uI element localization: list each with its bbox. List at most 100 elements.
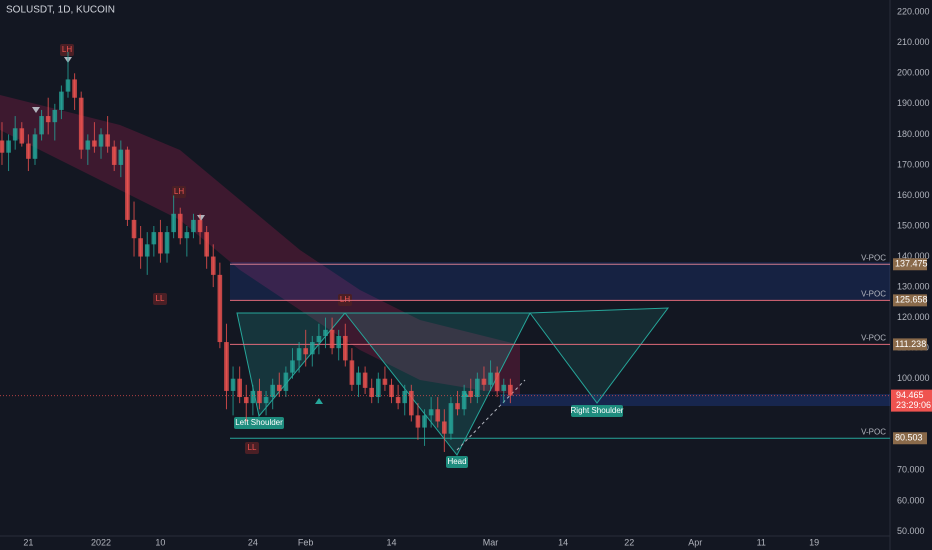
candle-body: [98, 134, 104, 147]
candle-body: [78, 97, 84, 150]
level-label: 125.658: [895, 295, 928, 305]
x-tick-label: 14: [558, 537, 568, 547]
candle-body: [171, 213, 176, 233]
candle-body: [138, 238, 143, 257]
candle-body: [0, 140, 5, 153]
candle-body: [276, 384, 282, 391]
candle-body: [72, 79, 77, 98]
arrow: [315, 398, 323, 404]
candle-body: [210, 256, 216, 275]
x-tick-label: Apr: [688, 537, 702, 547]
moving-average-band: [0, 95, 520, 395]
candle-body: [342, 335, 348, 361]
y-tick-label: 100.000: [897, 373, 930, 383]
level-label-bg: [893, 338, 927, 351]
arrow: [197, 215, 205, 221]
candle-body: [230, 378, 236, 391]
y-tick-label: 70.000: [897, 465, 925, 475]
x-tick-label: 14: [387, 537, 397, 547]
candle-body: [415, 415, 421, 428]
candle-body: [376, 378, 381, 398]
level-label-bg: [893, 432, 927, 445]
tag-bg: [245, 442, 259, 454]
candle-body: [303, 348, 309, 355]
candle-body: [395, 397, 401, 404]
tag: Left Shoulder: [235, 418, 283, 427]
y-tick-label: 60.000: [897, 495, 925, 505]
y-tick-label: 120.000: [897, 312, 930, 322]
candle-body: [455, 403, 460, 410]
candle-body: [369, 387, 375, 398]
candle-body: [362, 372, 368, 388]
y-tick-label: 220.000: [897, 7, 930, 17]
tag: LL: [248, 443, 257, 452]
candle-body: [290, 360, 295, 373]
candle-body: [409, 390, 414, 416]
level-label: 137.475: [895, 259, 928, 269]
candle-body: [448, 403, 454, 434]
tag-bg: [172, 186, 186, 198]
x-tick-label: 19: [809, 537, 819, 547]
tag: LL: [156, 294, 165, 303]
y-tick-label: 130.000: [897, 281, 930, 291]
level-label: 80.503: [895, 433, 923, 443]
level-label-bg: [893, 258, 927, 271]
tag: LH: [62, 45, 72, 54]
x-tick-label: 2022: [91, 537, 111, 547]
pattern-right: [529, 307, 670, 404]
zone: [230, 262, 890, 300]
y-tick-label: 140.000: [897, 251, 930, 261]
candle-body: [250, 390, 256, 404]
countdown: 23:29:06: [896, 400, 931, 410]
candle-body: [508, 384, 513, 396]
candle-body: [204, 232, 209, 257]
candle-body: [237, 378, 242, 398]
candle-body: [263, 397, 269, 404]
candle-body: [184, 232, 190, 239]
candle-body: [283, 372, 289, 391]
y-tick-label: 210.000: [897, 37, 930, 47]
candle-body: [323, 329, 328, 336]
x-tick-label: 21: [23, 537, 33, 547]
y-tick-label: 170.000: [897, 159, 930, 169]
candle-body: [428, 409, 434, 416]
candle-body: [501, 384, 507, 391]
y-tick-label: 200.000: [897, 68, 930, 78]
y-tick-label: 180.000: [897, 129, 930, 139]
arrow: [32, 107, 40, 113]
candle-body: [382, 378, 388, 385]
trend-line: [456, 379, 526, 451]
level-label: 111.238: [895, 339, 926, 349]
tag-bg: [153, 293, 167, 305]
level-tag: V-POC: [861, 427, 886, 436]
candle-body: [177, 213, 183, 239]
tag: LH: [174, 187, 184, 196]
chart-title: SOLUSDT, 1D, KUCOIN: [6, 5, 115, 16]
candle-body: [475, 378, 480, 398]
x-tick-label: 24: [248, 537, 258, 547]
candle-body: [26, 143, 31, 159]
y-tick-label: 190.000: [897, 98, 930, 108]
x-tick-label: 11: [757, 537, 766, 547]
tag: LH: [340, 295, 350, 304]
candle-body: [217, 274, 223, 343]
candle-body: [85, 140, 91, 150]
candle-body: [131, 219, 137, 239]
x-tick-label: Feb: [298, 537, 314, 547]
candle-body: [158, 232, 163, 254]
candle-body: [488, 372, 493, 385]
price-axis-bg: [890, 0, 932, 550]
candle-body: [164, 232, 170, 254]
candle-body: [224, 342, 229, 391]
candle-body: [111, 146, 117, 165]
candle-body: [270, 384, 275, 398]
candle-body: [144, 244, 150, 257]
tag: Head: [447, 457, 466, 466]
x-tick-label: 22: [624, 537, 634, 547]
candle-body: [197, 219, 203, 233]
candle-body: [402, 390, 408, 404]
candle-body: [65, 79, 71, 92]
tag-bg: [446, 456, 468, 468]
candle-body: [32, 134, 38, 159]
